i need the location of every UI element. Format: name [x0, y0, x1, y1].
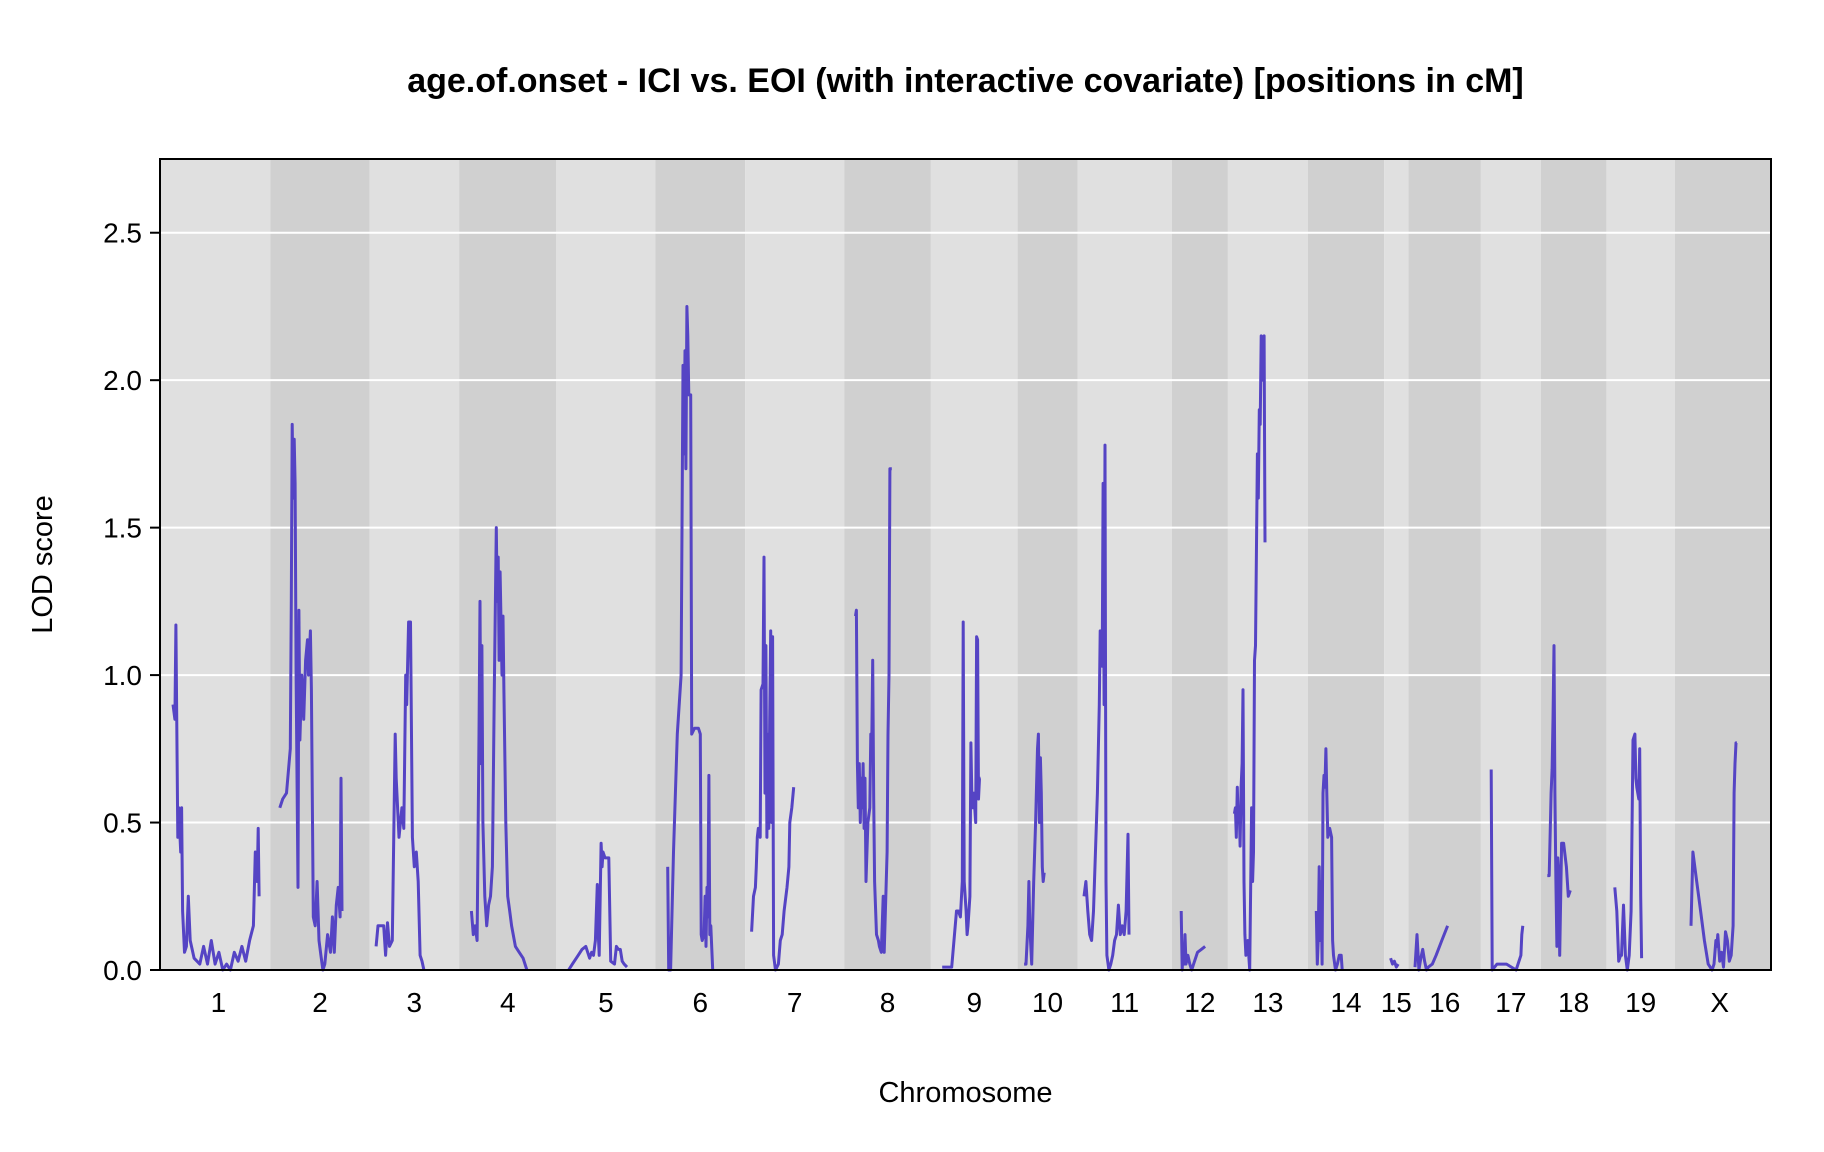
chromosome-band-1 — [160, 159, 271, 970]
lod-curve-chr-8 — [854, 467, 892, 954]
lod-curve-chr-3 — [374, 620, 426, 971]
lod-curve-chr-19 — [1613, 732, 1644, 972]
x-tick-label-chr-15: 15 — [1381, 987, 1412, 1018]
chromosome-band-11 — [1077, 159, 1172, 970]
chromosome-band-10 — [1017, 159, 1078, 970]
lod-curve-chr-15 — [1389, 957, 1400, 969]
x-axis-ticks: 1 2 3 4 5 6 7 8 9 10 11 12 13 14 15 16 17 18 19 X — [211, 987, 1730, 1018]
x-tick-label-chr-5: 5 — [598, 987, 614, 1018]
y-tick-label: 0.5 — [103, 808, 142, 839]
y-tick-label: 0.0 — [103, 955, 142, 986]
x-axis-label: Chromosome — [878, 1077, 1052, 1109]
plot-frame — [159, 158, 1772, 971]
x-tick-label-chr-7: 7 — [787, 987, 803, 1018]
x-tick-label-chr-12: 12 — [1184, 987, 1215, 1018]
chromosome-band-12 — [1171, 159, 1228, 970]
y-tick-label: 2.0 — [103, 365, 142, 396]
lod-curve-chr-1 — [171, 623, 261, 972]
x-tick-label-chr-18: 18 — [1558, 987, 1589, 1018]
y-tick-label: 1.5 — [103, 513, 142, 544]
x-tick-label-chr-3: 3 — [407, 987, 423, 1018]
lod-curve-chr-11 — [1082, 443, 1131, 972]
chromosome-band-17 — [1480, 159, 1541, 970]
chromosome-band-18 — [1540, 159, 1607, 970]
lod-curve-chr-7 — [750, 555, 796, 972]
lod-curve-chr-4 — [469, 526, 529, 971]
lod-curve-chr-5 — [567, 841, 629, 971]
lod-curve-chr-16 — [1413, 925, 1449, 972]
x-tick-label-chr-2: 2 — [312, 987, 328, 1018]
x-tick-label-chr-6: 6 — [692, 987, 708, 1018]
x-tick-label-chr-1: 1 — [211, 987, 227, 1018]
x-tick-label-chr-11: 11 — [1110, 987, 1139, 1018]
lod-curve-chr-9 — [942, 620, 981, 969]
chromosome-band-9 — [930, 159, 1018, 970]
lod-curve-chr-2 — [278, 422, 344, 972]
lod-curve-chr-6 — [666, 305, 715, 972]
chromosome-band-7 — [745, 159, 845, 970]
lod-curve-chr-10 — [1024, 732, 1046, 966]
y-tick-label: 1.0 — [103, 660, 142, 691]
x-tick-label-chr-X: X — [1710, 987, 1729, 1018]
lod-curves — [171, 305, 1738, 972]
x-tick-label-chr-16: 16 — [1429, 987, 1460, 1018]
lod-curve-chr-18 — [1547, 644, 1572, 957]
lod-curve-chr-X — [1689, 741, 1738, 972]
y-tick-label: 2.5 — [103, 218, 142, 249]
x-tick-label-chr-8: 8 — [880, 987, 896, 1018]
chromosome-band-15 — [1384, 159, 1409, 970]
chromosome-band-3 — [369, 159, 460, 970]
chart-title: age.of.onset - ICI vs. EOI (with interac… — [407, 62, 1524, 100]
lod-curve-chr-12 — [1179, 910, 1207, 972]
x-tick-label-chr-9: 9 — [966, 987, 982, 1018]
x-tick-label-chr-14: 14 — [1330, 987, 1361, 1018]
chromosome-band-13 — [1227, 159, 1308, 970]
x-tick-label-chr-19: 19 — [1625, 987, 1656, 1018]
chromosome-band-5 — [556, 159, 656, 970]
chromosome-band-14 — [1307, 159, 1385, 970]
chromosome-band-4 — [459, 159, 557, 970]
chromosome-band-2 — [270, 159, 370, 970]
x-tick-label-chr-4: 4 — [500, 987, 516, 1018]
x-tick-label-chr-17: 17 — [1495, 987, 1526, 1018]
chromosome-band-16 — [1408, 159, 1481, 970]
y-axis-ticks: 0.0 0.5 1.0 1.5 2.0 2.5 — [103, 218, 160, 986]
chromosome-band-X — [1674, 159, 1771, 970]
x-tick-label-chr-13: 13 — [1252, 987, 1283, 1018]
x-tick-label-chr-10: 10 — [1032, 987, 1063, 1018]
lod-curve-chr-14 — [1314, 747, 1344, 972]
y-axis-label: LOD score — [27, 495, 59, 634]
